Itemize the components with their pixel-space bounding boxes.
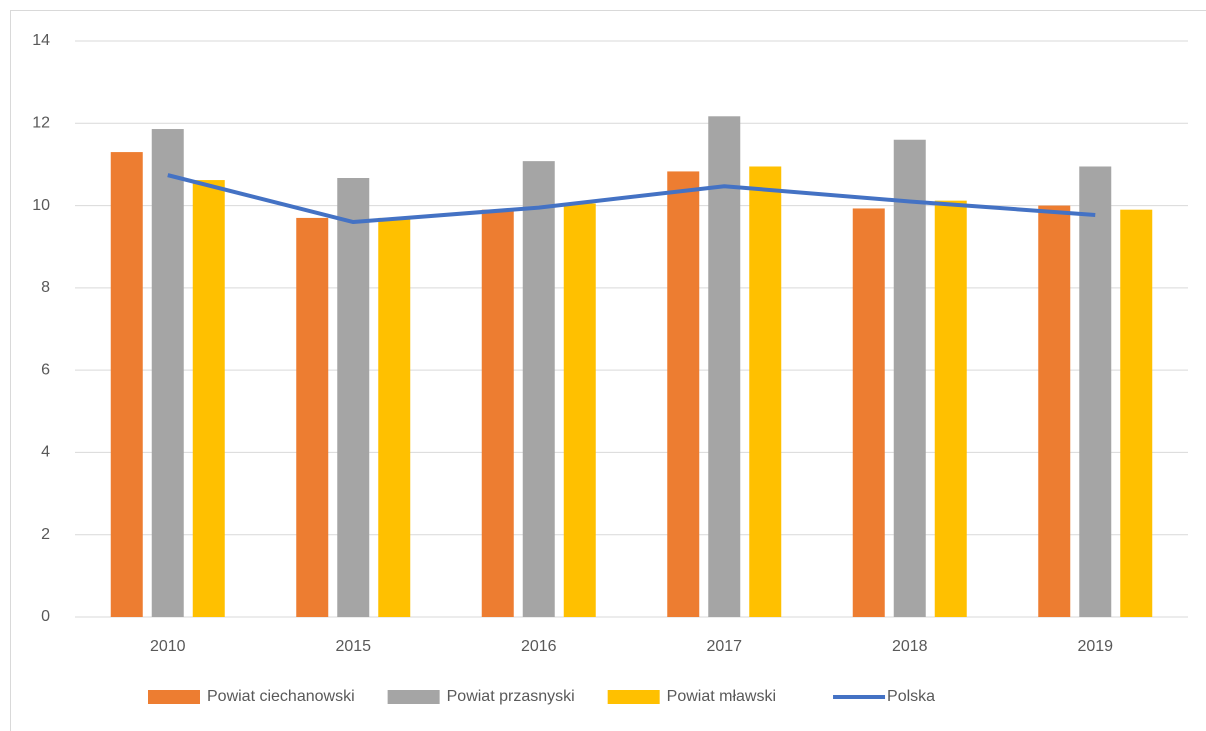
x-tick-label: 2010 <box>150 638 186 655</box>
bar <box>378 217 411 617</box>
bar <box>852 208 885 618</box>
y-tick-label: 14 <box>32 32 50 49</box>
y-tick-label: 4 <box>41 444 50 461</box>
bar <box>934 200 967 618</box>
y-tick-label: 8 <box>41 279 50 296</box>
bar <box>296 217 329 617</box>
y-tick-label: 10 <box>32 197 50 214</box>
bar <box>1120 209 1153 617</box>
chart-border <box>10 10 1206 731</box>
x-tick-label: 2015 <box>335 638 371 655</box>
y-tick-label: 2 <box>41 526 50 543</box>
y-tick-label: 12 <box>32 115 50 132</box>
bar <box>563 203 596 617</box>
bar <box>708 116 741 617</box>
legend-label: Polska <box>887 688 935 705</box>
x-tick-label: 2019 <box>1077 638 1113 655</box>
bar <box>522 161 555 617</box>
legend-label: Powiat ciechanowski <box>207 688 355 705</box>
bar <box>1038 205 1071 618</box>
bar <box>667 171 700 617</box>
legend-label: Powiat mławski <box>667 688 776 705</box>
x-tick-label: 2017 <box>706 638 742 655</box>
y-tick-label: 0 <box>41 608 50 625</box>
bar <box>192 180 225 617</box>
bar <box>151 129 184 617</box>
legend-swatch <box>607 690 660 704</box>
legend-swatch <box>387 690 440 704</box>
x-tick-label: 2016 <box>521 638 557 655</box>
bar <box>481 209 514 617</box>
bar <box>110 152 143 618</box>
bar <box>893 139 926 617</box>
y-tick-label: 6 <box>41 361 50 378</box>
line-series <box>167 173 1096 225</box>
bar <box>337 178 370 617</box>
legend-swatch <box>148 690 200 704</box>
bar <box>749 166 782 617</box>
bar <box>1079 166 1112 617</box>
x-tick-label: 2018 <box>892 638 928 655</box>
legend-label: Powiat przasnyski <box>447 688 575 705</box>
